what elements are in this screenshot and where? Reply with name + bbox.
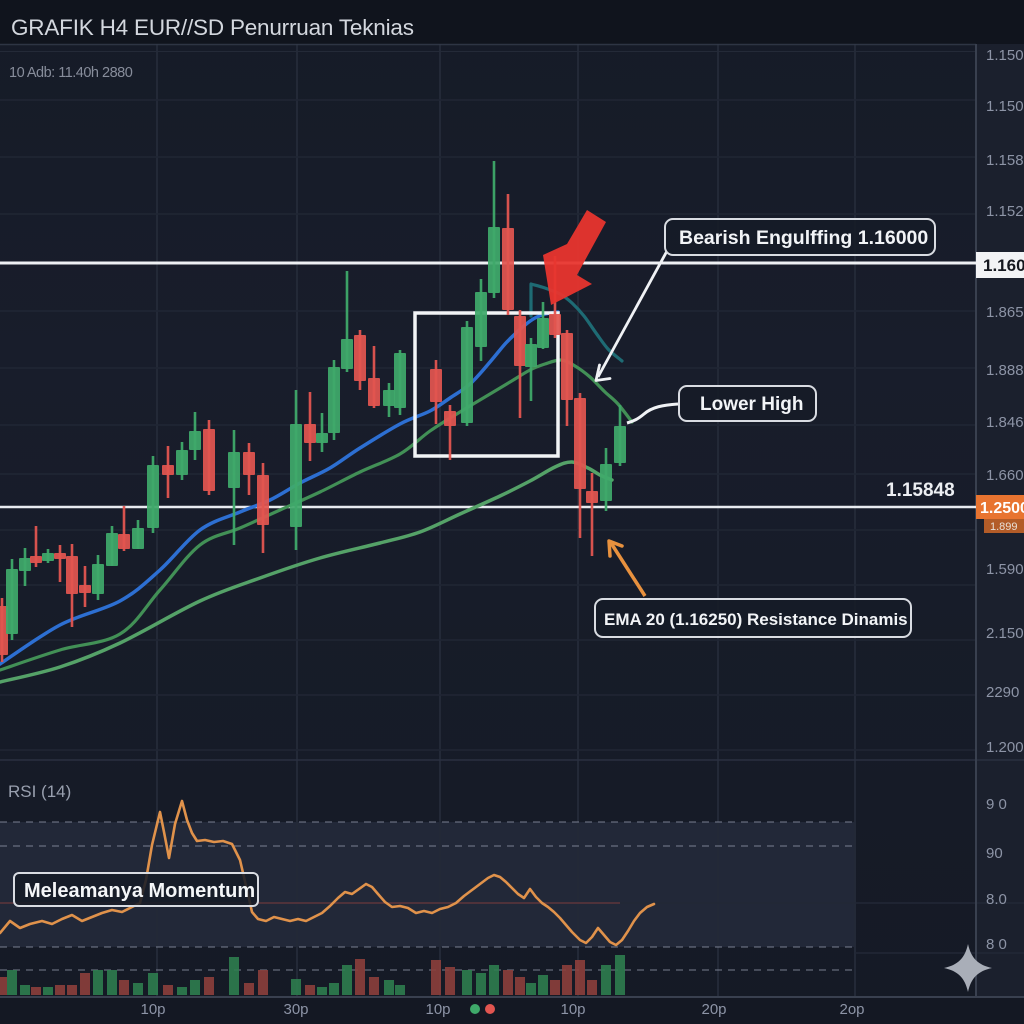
svg-text:8.0: 8.0 bbox=[986, 891, 1007, 908]
svg-text:RSI (14): RSI (14) bbox=[8, 782, 71, 801]
svg-text:1.8880: 1.8880 bbox=[986, 362, 1024, 379]
svg-text:1.160: 1.160 bbox=[983, 256, 1024, 275]
svg-text:2.1500: 2.1500 bbox=[986, 625, 1024, 642]
svg-text:1.8650: 1.8650 bbox=[986, 304, 1024, 321]
svg-text:10 Adb: 11.40h 2880: 10 Adb: 11.40h 2880 bbox=[9, 65, 133, 81]
svg-text:1.1520: 1.1520 bbox=[986, 203, 1024, 220]
svg-text:2op: 2op bbox=[839, 1001, 864, 1018]
svg-text:90: 90 bbox=[986, 845, 1003, 862]
svg-text:20p: 20p bbox=[701, 1001, 726, 1018]
svg-text:Lower High: Lower High bbox=[700, 394, 803, 415]
svg-text:1.590: 1.590 bbox=[986, 561, 1024, 578]
svg-text:Meleamanya Momentum: Meleamanya Momentum bbox=[24, 880, 255, 902]
svg-text:10p: 10p bbox=[560, 1001, 585, 1018]
svg-text:9 0: 9 0 bbox=[986, 796, 1007, 813]
svg-text:1.2001: 1.2001 bbox=[986, 739, 1024, 756]
svg-text:10p: 10p bbox=[140, 1001, 165, 1018]
svg-text:GRAFIK H4 EUR//SD Penurruan Te: GRAFIK H4 EUR//SD Penurruan Teknias bbox=[11, 15, 414, 40]
svg-text:1.1500: 1.1500 bbox=[986, 98, 1024, 115]
svg-text:Bearish Engulffing 1.16000: Bearish Engulffing 1.16000 bbox=[679, 227, 928, 249]
svg-text:1.1500: 1.1500 bbox=[986, 47, 1024, 64]
svg-text:1.1580: 1.1580 bbox=[986, 152, 1024, 169]
svg-text:8 0: 8 0 bbox=[986, 936, 1007, 953]
svg-text:1.6600: 1.6600 bbox=[986, 467, 1024, 484]
svg-text:30p: 30p bbox=[283, 1001, 308, 1018]
svg-text:1.8460: 1.8460 bbox=[986, 414, 1024, 431]
svg-text:EMA 20 (1.16250) Resistance Di: EMA 20 (1.16250) Resistance Dinamis bbox=[604, 610, 908, 629]
svg-text:2290: 2290 bbox=[986, 684, 1019, 701]
svg-text:1.2500: 1.2500 bbox=[980, 500, 1024, 517]
svg-text:1.15848: 1.15848 bbox=[886, 480, 955, 501]
svg-text:10p: 10p bbox=[425, 1001, 450, 1018]
svg-text:1.899: 1.899 bbox=[990, 521, 1018, 533]
